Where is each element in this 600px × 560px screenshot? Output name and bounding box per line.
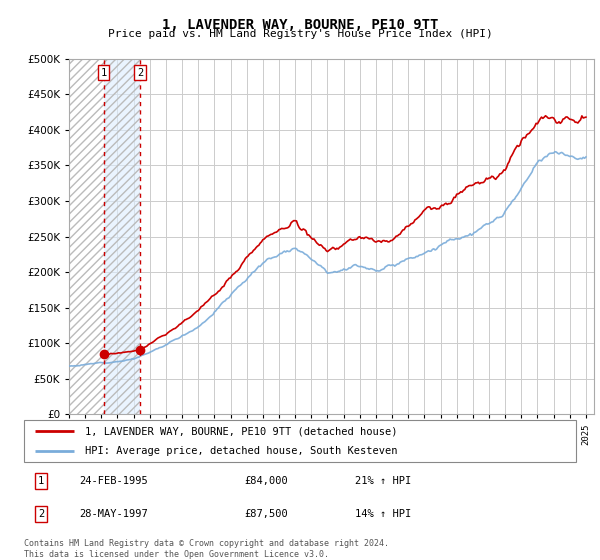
- Bar: [104, 59, 140, 414]
- FancyBboxPatch shape: [24, 420, 576, 462]
- Bar: [69, 59, 104, 414]
- Text: 1, LAVENDER WAY, BOURNE, PE10 9TT (detached house): 1, LAVENDER WAY, BOURNE, PE10 9TT (detac…: [85, 426, 397, 436]
- Text: 2: 2: [137, 68, 143, 78]
- Text: 14% ↑ HPI: 14% ↑ HPI: [355, 509, 412, 519]
- Text: 1: 1: [100, 68, 107, 78]
- Text: Contains HM Land Registry data © Crown copyright and database right 2024.
This d: Contains HM Land Registry data © Crown c…: [24, 539, 389, 559]
- Bar: [104, 59, 140, 414]
- Text: £84,000: £84,000: [245, 476, 289, 486]
- Text: 24-FEB-1995: 24-FEB-1995: [79, 476, 148, 486]
- Text: HPI: Average price, detached house, South Kesteven: HPI: Average price, detached house, Sout…: [85, 446, 397, 456]
- Text: £87,500: £87,500: [245, 509, 289, 519]
- Text: 28-MAY-1997: 28-MAY-1997: [79, 509, 148, 519]
- Text: 1, LAVENDER WAY, BOURNE, PE10 9TT: 1, LAVENDER WAY, BOURNE, PE10 9TT: [162, 18, 438, 32]
- Text: 2: 2: [38, 509, 44, 519]
- Text: Price paid vs. HM Land Registry's House Price Index (HPI): Price paid vs. HM Land Registry's House …: [107, 29, 493, 39]
- Text: 21% ↑ HPI: 21% ↑ HPI: [355, 476, 412, 486]
- Text: 1: 1: [38, 476, 44, 486]
